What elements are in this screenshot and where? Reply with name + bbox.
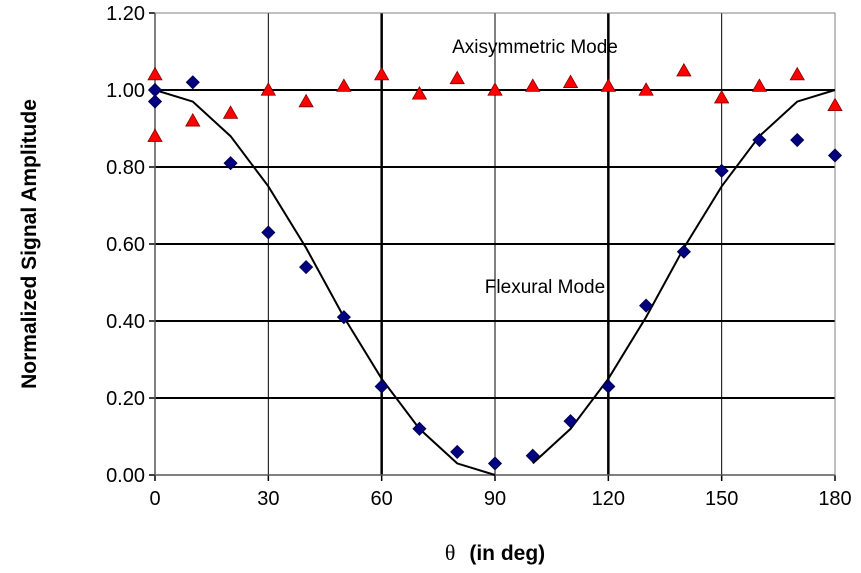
triangle-marker	[449, 70, 465, 85]
diamond-marker	[563, 414, 578, 429]
y-tick-label: 0.20	[106, 388, 145, 410]
triangle-marker	[147, 128, 163, 142]
y-tick-label: 0.60	[106, 234, 145, 256]
diamond-marker	[223, 156, 238, 171]
flexural-fit-left-line	[154, 89, 496, 476]
theta-symbol: θ	[445, 540, 456, 565]
diamond-marker	[147, 94, 163, 109]
triangle-marker	[222, 105, 239, 119]
diamond-marker	[336, 310, 351, 325]
series-layer	[147, 62, 843, 471]
diamond-marker	[374, 379, 389, 394]
y-tick-label: 1.00	[106, 80, 145, 102]
triangle-marker	[373, 66, 390, 81]
x-tick-label: 0	[149, 488, 160, 510]
diamond-marker	[676, 244, 691, 259]
triangle-marker	[260, 82, 277, 96]
x-tick-label: 180	[818, 488, 851, 510]
diamond-marker	[185, 75, 200, 90]
diamond-marker	[525, 448, 540, 463]
x-tick-label: 90	[484, 488, 506, 510]
triangle-marker	[789, 66, 805, 81]
annotation-axisymmetric: Axisymmetric Mode	[452, 37, 618, 58]
diamond-marker	[752, 132, 767, 148]
x-axis-title: θ (in deg)	[445, 540, 545, 565]
x-tick-label: 30	[257, 488, 279, 510]
triangle-marker	[638, 82, 654, 96]
diamond-marker	[714, 163, 729, 178]
annotation-flexural: Flexural Mode	[485, 277, 605, 298]
x-tick-label: 150	[705, 488, 738, 510]
triangle-marker	[298, 93, 314, 108]
y-tick-label: 0.00	[106, 465, 145, 487]
diamond-marker	[601, 379, 616, 394]
triangle-marker	[600, 78, 617, 92]
triangle-marker	[336, 78, 352, 92]
diamond-marker	[790, 132, 805, 148]
diamond-marker	[261, 225, 276, 240]
x-axis-unit: (in deg)	[469, 542, 545, 565]
x-tick-label: 60	[371, 488, 393, 510]
triangle-marker	[713, 89, 730, 104]
grid	[149, 12, 836, 481]
triangle-marker	[751, 78, 768, 92]
y-tick-labels: 0.00 0.20 0.40 0.60 0.80 1.00 1.20	[106, 3, 145, 487]
y-axis-title: Normalized Signal Amplitude	[18, 99, 41, 389]
y-tick-label: 0.40	[106, 311, 145, 333]
triangle-marker	[487, 82, 503, 96]
x-tick-label: 120	[592, 488, 625, 510]
y-tick-label: 1.20	[106, 3, 145, 25]
triangle-marker	[185, 112, 201, 127]
triangle-marker	[562, 74, 579, 88]
y-tick-label: 0.80	[106, 157, 145, 179]
diamond-marker	[412, 421, 427, 436]
triangle-marker	[525, 78, 541, 92]
triangle-marker	[827, 97, 843, 112]
diamond-marker	[639, 298, 654, 313]
diamond-marker	[827, 148, 843, 163]
triangle-marker	[411, 86, 428, 100]
x-tick-labels: 0 30 60 90 120 150 180	[149, 488, 851, 510]
triangle-marker	[147, 66, 163, 81]
triangle-marker	[676, 62, 692, 77]
diamond-marker	[450, 444, 465, 459]
diamond-marker	[487, 456, 503, 471]
diamond-marker	[299, 260, 314, 275]
